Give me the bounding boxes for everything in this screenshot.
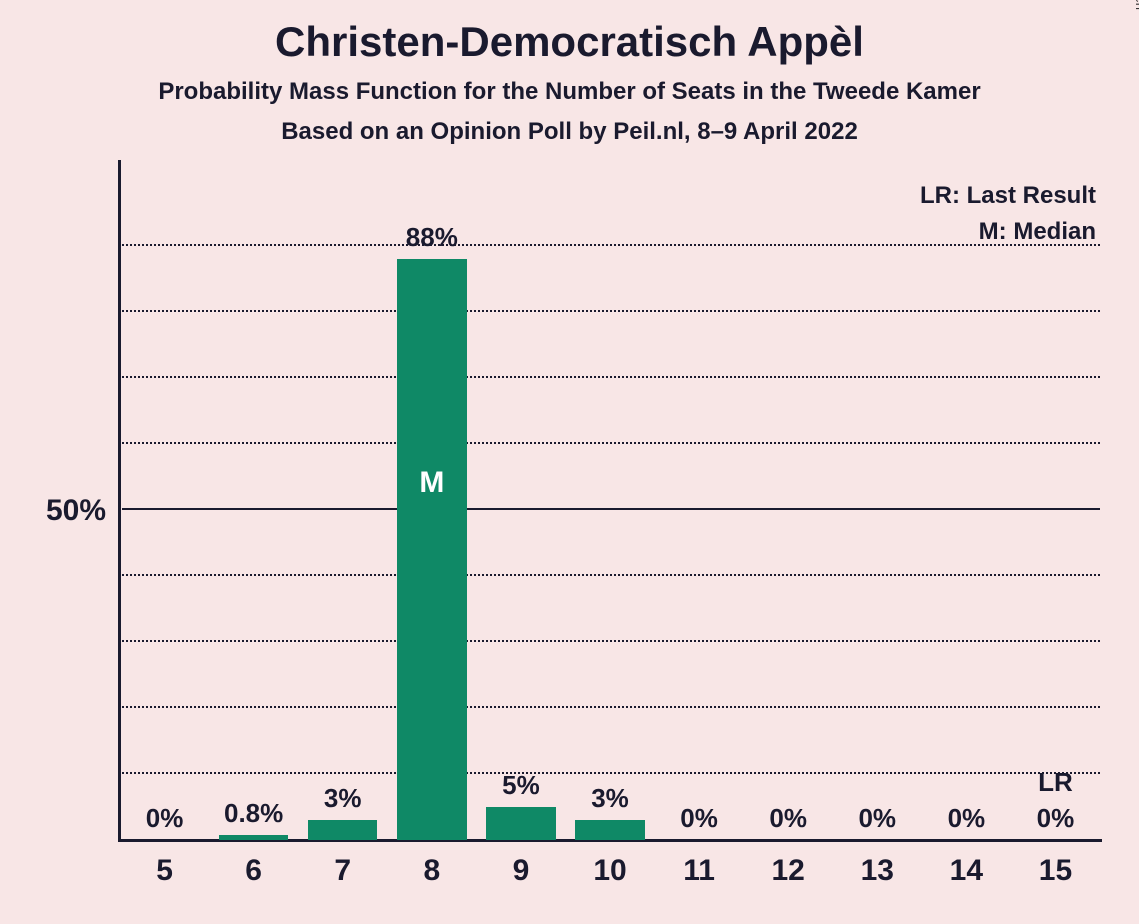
page-subtitle-2: Based on an Opinion Poll by Peil.nl, 8–9…: [0, 118, 1139, 146]
gridline: [122, 442, 1100, 444]
bar-value-label: 88%: [406, 222, 458, 253]
bar: [486, 807, 555, 840]
lr-marker: LR: [1038, 767, 1073, 798]
x-tick-label: 7: [334, 854, 351, 888]
gridline: [122, 244, 1100, 246]
x-tick-label: 10: [593, 854, 626, 888]
gridline: [122, 772, 1100, 774]
pmf-bar-chart: LR: Last Result M: Median 50%0%50.8%63%7…: [120, 180, 1100, 840]
legend-lr: LR: Last Result: [920, 182, 1096, 210]
median-marker: M: [419, 466, 444, 500]
x-tick-label: 12: [771, 854, 804, 888]
bar: [219, 835, 288, 840]
copyright-notice: © 2022 Filip van Laenen: [1133, 0, 1139, 10]
bar: [397, 259, 466, 840]
gridline: [122, 640, 1100, 642]
bar-value-label: 0%: [1037, 803, 1075, 834]
x-tick-label: 8: [423, 854, 440, 888]
x-tick-label: 9: [513, 854, 530, 888]
bar-value-label: 3%: [324, 783, 362, 814]
bar: [575, 820, 644, 840]
y-axis: [118, 160, 121, 840]
bar-value-label: 0.8%: [224, 798, 283, 829]
gridline: [122, 376, 1100, 378]
x-tick-label: 5: [156, 854, 173, 888]
gridline: [122, 310, 1100, 312]
y-tick-label: 50%: [6, 494, 106, 528]
gridline: [122, 706, 1100, 708]
bar-value-label: 0%: [769, 803, 807, 834]
x-tick-label: 15: [1039, 854, 1072, 888]
x-tick-label: 13: [861, 854, 894, 888]
bar: [308, 820, 377, 840]
bar-value-label: 3%: [591, 783, 629, 814]
bar-value-label: 0%: [680, 803, 718, 834]
x-tick-label: 11: [683, 854, 715, 888]
gridline: [122, 508, 1100, 510]
bar-value-label: 0%: [858, 803, 896, 834]
page-subtitle-1: Probability Mass Function for the Number…: [0, 78, 1139, 106]
bar-value-label: 5%: [502, 770, 540, 801]
gridline: [122, 574, 1100, 576]
legend-m: M: Median: [979, 218, 1096, 246]
bar-value-label: 0%: [948, 803, 986, 834]
page-title: Christen-Democratisch Appèl: [0, 18, 1139, 66]
bar-value-label: 0%: [146, 803, 184, 834]
x-tick-label: 14: [950, 854, 983, 888]
x-tick-label: 6: [245, 854, 262, 888]
